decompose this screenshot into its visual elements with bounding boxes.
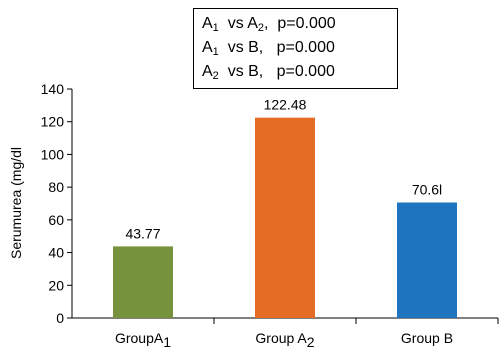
- y-tick-label: 60: [48, 212, 64, 228]
- x-tick-label: GroupA1: [115, 330, 171, 350]
- y-tick-label: 100: [41, 146, 65, 162]
- y-tick-label: 40: [48, 245, 64, 261]
- y-tick-label: 0: [56, 310, 64, 326]
- y-tick-label: 20: [48, 277, 64, 293]
- bar-value-label: 43.77: [125, 225, 160, 241]
- bar: [255, 117, 315, 318]
- significance-row-3: A2 vs B, p=0.000: [202, 63, 335, 82]
- x-axis-tick-labels: GroupA1 Group A2 Group B: [115, 330, 453, 350]
- x-tick-label: Group B: [401, 330, 453, 346]
- y-axis-label: Serumurea (mg/dl: [8, 147, 24, 259]
- significance-box: A1 vs A2, p=0.000 A1 vs B, p=0.000 A2 vs…: [193, 8, 398, 89]
- x-tick-label: Group A2: [255, 330, 314, 350]
- significance-row-2: A1 vs B, p=0.000: [202, 39, 335, 58]
- bar-value-label: 70.6l: [412, 182, 442, 198]
- bar-value-label: 122.48: [264, 97, 307, 113]
- y-tick-label: 80: [48, 179, 64, 195]
- bar: [113, 246, 173, 318]
- value-labels: 43.77 122.48 70.6l: [125, 97, 442, 242]
- y-tick-label: 140: [41, 81, 65, 97]
- x-axis-ticks: [213, 318, 499, 324]
- bar: [397, 202, 457, 318]
- bars: [113, 117, 457, 318]
- y-tick-label: 120: [41, 114, 65, 130]
- significance-row-1: A1 vs A2, p=0.000: [202, 15, 336, 34]
- y-axis-ticks: 0 20 40 60 80 100 120 140: [41, 81, 72, 326]
